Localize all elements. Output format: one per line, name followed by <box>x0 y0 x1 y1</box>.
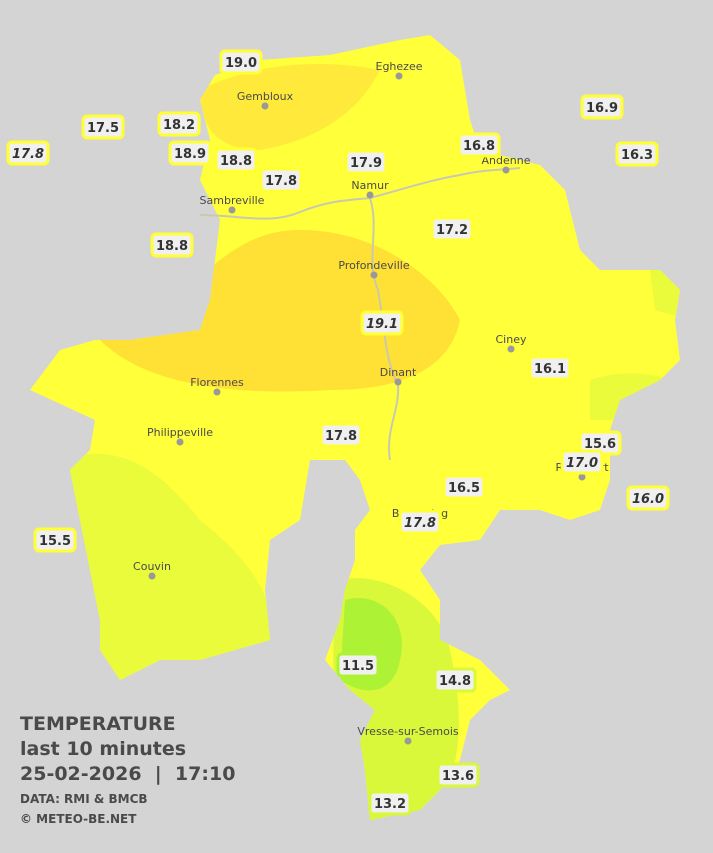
town-dot <box>394 378 402 386</box>
station-temp: 18.8 <box>156 239 188 254</box>
town-dot <box>507 345 515 353</box>
station-box <box>368 790 412 816</box>
town-dot <box>370 271 378 279</box>
station-temp: 17.9 <box>350 156 382 171</box>
legend: TEMPERATURE last 10 minutes 25-02-2026 |… <box>20 713 235 826</box>
station-box <box>433 667 477 693</box>
town-dot <box>213 388 221 396</box>
station-box <box>150 232 194 258</box>
station-temp: 15.6 <box>584 437 616 452</box>
station-box <box>344 149 388 175</box>
station-box <box>168 140 212 166</box>
station-temp: 16.9 <box>586 101 618 116</box>
station-box <box>398 509 442 535</box>
town-label: Profondeville <box>338 259 409 272</box>
station-box <box>436 762 480 788</box>
town-label: Eghezee <box>376 60 423 73</box>
subtitle: last 10 minutes <box>20 738 186 760</box>
station-temp: 18.2 <box>163 118 195 133</box>
station-temp: 13.2 <box>374 797 406 812</box>
station-temp: 19.1 <box>366 317 398 332</box>
station-temp: 16.0 <box>632 492 664 507</box>
station-temp: 16.1 <box>534 362 566 377</box>
station-box <box>81 114 125 140</box>
station-box <box>336 652 380 678</box>
timestamp: 25-02-2026 | 17:10 <box>20 763 235 785</box>
station-temp: 14.8 <box>439 674 471 689</box>
station-temp: 15.5 <box>39 534 71 549</box>
station-box <box>319 422 363 448</box>
town-label: Vresse-sur-Semois <box>357 725 459 738</box>
town-dot <box>261 102 269 110</box>
town-label: Dinant <box>380 366 417 379</box>
station-temp: 19.0 <box>225 56 257 71</box>
station-temp: 17.0 <box>566 456 598 471</box>
town-label: Ciney <box>496 333 527 346</box>
station-box <box>360 310 404 336</box>
town-dot <box>176 438 184 446</box>
station-box <box>580 94 624 120</box>
town-dot <box>502 166 510 174</box>
station-box <box>626 485 670 511</box>
town-dot <box>148 572 156 580</box>
town-dot <box>578 473 586 481</box>
town-dot <box>395 72 403 80</box>
station-temp: 17.8 <box>265 174 297 189</box>
station-box <box>615 141 659 167</box>
town-label: Florennes <box>190 376 244 389</box>
town-label: Namur <box>351 179 389 192</box>
town-label: Sambreville <box>200 194 265 207</box>
town-dot <box>404 737 412 745</box>
source: DATA: RMI & BMCB <box>20 792 148 806</box>
station-box <box>6 140 50 166</box>
station-temp: 18.8 <box>220 154 252 169</box>
station-temp: 18.9 <box>174 147 206 162</box>
copyright: © METEO-BE.NET <box>20 812 137 826</box>
station-box <box>259 167 303 193</box>
station-temp: 11.5 <box>342 659 374 674</box>
town-label: Couvin <box>133 560 171 573</box>
town-label: Gembloux <box>237 90 294 103</box>
station-box <box>219 49 263 75</box>
station-temp: 17.2 <box>436 223 468 238</box>
station-box <box>33 527 77 553</box>
station-temp: 17.8 <box>404 516 436 531</box>
station-temp: 16.5 <box>448 481 480 496</box>
station-temp: 17.8 <box>12 147 44 162</box>
station-temp: 17.8 <box>325 429 357 444</box>
town-label: Philippeville <box>147 426 213 439</box>
town-dot <box>228 206 236 214</box>
title: TEMPERATURE <box>20 713 176 735</box>
station-box <box>430 216 474 242</box>
station-box <box>157 111 201 137</box>
station-box <box>457 132 501 158</box>
station-box <box>560 449 604 475</box>
station-temp: 13.6 <box>442 769 474 784</box>
station-box <box>528 355 572 381</box>
station-box <box>442 474 486 500</box>
station-temp: 17.5 <box>87 121 119 136</box>
station-temp: 16.8 <box>463 139 495 154</box>
station-box <box>214 147 258 173</box>
town-dot <box>366 191 374 199</box>
station-temp: 16.3 <box>621 148 653 163</box>
